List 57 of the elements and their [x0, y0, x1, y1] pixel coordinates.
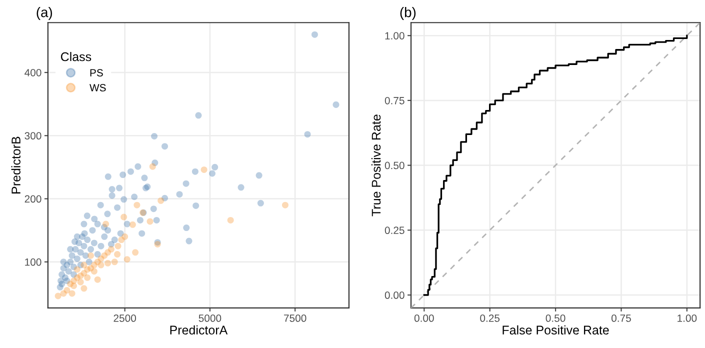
point: [120, 214, 128, 220]
y-tick-label: 1.00: [385, 32, 404, 40]
x-tick-label: 2500: [114, 314, 136, 322]
point: [227, 216, 234, 224]
point: [98, 262, 104, 268]
x-tick-label: 5000: [198, 314, 222, 322]
point: [114, 242, 122, 250]
point: [54, 292, 62, 300]
x-tick-label: 1.00: [678, 314, 697, 322]
y-tick-label: 100: [25, 258, 42, 266]
y-tick-label: 200: [24, 195, 42, 203]
point: [122, 233, 128, 240]
y-tick-label: 0.75: [384, 96, 404, 104]
point: [111, 258, 118, 266]
y-tick-label: 300: [24, 132, 42, 140]
chart-title: (b): [400, 7, 416, 20]
chart-title: (a): [36, 7, 52, 20]
point: [94, 276, 101, 283]
point: [84, 274, 91, 281]
point: [282, 202, 288, 208]
point: [80, 262, 88, 268]
point: [134, 202, 140, 208]
point: [158, 197, 164, 204]
point: [68, 290, 76, 297]
y-axis-title: True Positive Rate: [371, 114, 381, 216]
point: [200, 166, 208, 173]
x-tick-label: 0.75: [612, 314, 631, 322]
point: [124, 256, 130, 263]
point: [88, 252, 94, 259]
point: [108, 246, 114, 253]
y-tick-label: 400: [24, 68, 42, 76]
point: [114, 251, 121, 258]
y-tick-label: 0.50: [384, 162, 404, 170]
y-tick-label: 0.00: [384, 292, 404, 299]
x-tick-label: 7500: [284, 314, 306, 322]
y-axis-title: PredictorB: [11, 136, 20, 194]
point: [129, 221, 136, 228]
legend-title: Class: [60, 52, 92, 62]
point: [104, 260, 112, 266]
point: [149, 163, 156, 170]
point: [60, 290, 67, 297]
point: [70, 282, 78, 290]
x-axis-title: False Positive Rate: [502, 325, 609, 335]
y-tick-label: 0.25: [384, 226, 404, 234]
point: [102, 220, 110, 228]
point: [80, 285, 88, 292]
x-tick-label: 0.00: [414, 314, 434, 322]
x-axis-title: PredictorA: [170, 325, 228, 335]
x-tick-label: 0.50: [546, 314, 566, 322]
legend-label: WS: [90, 84, 106, 92]
point: [146, 218, 154, 225]
point: [74, 266, 80, 273]
point: [77, 278, 84, 286]
point: [90, 268, 98, 275]
legend-label: PS: [90, 69, 103, 76]
x-tick-label: 0.25: [480, 314, 500, 322]
point: [132, 249, 139, 256]
